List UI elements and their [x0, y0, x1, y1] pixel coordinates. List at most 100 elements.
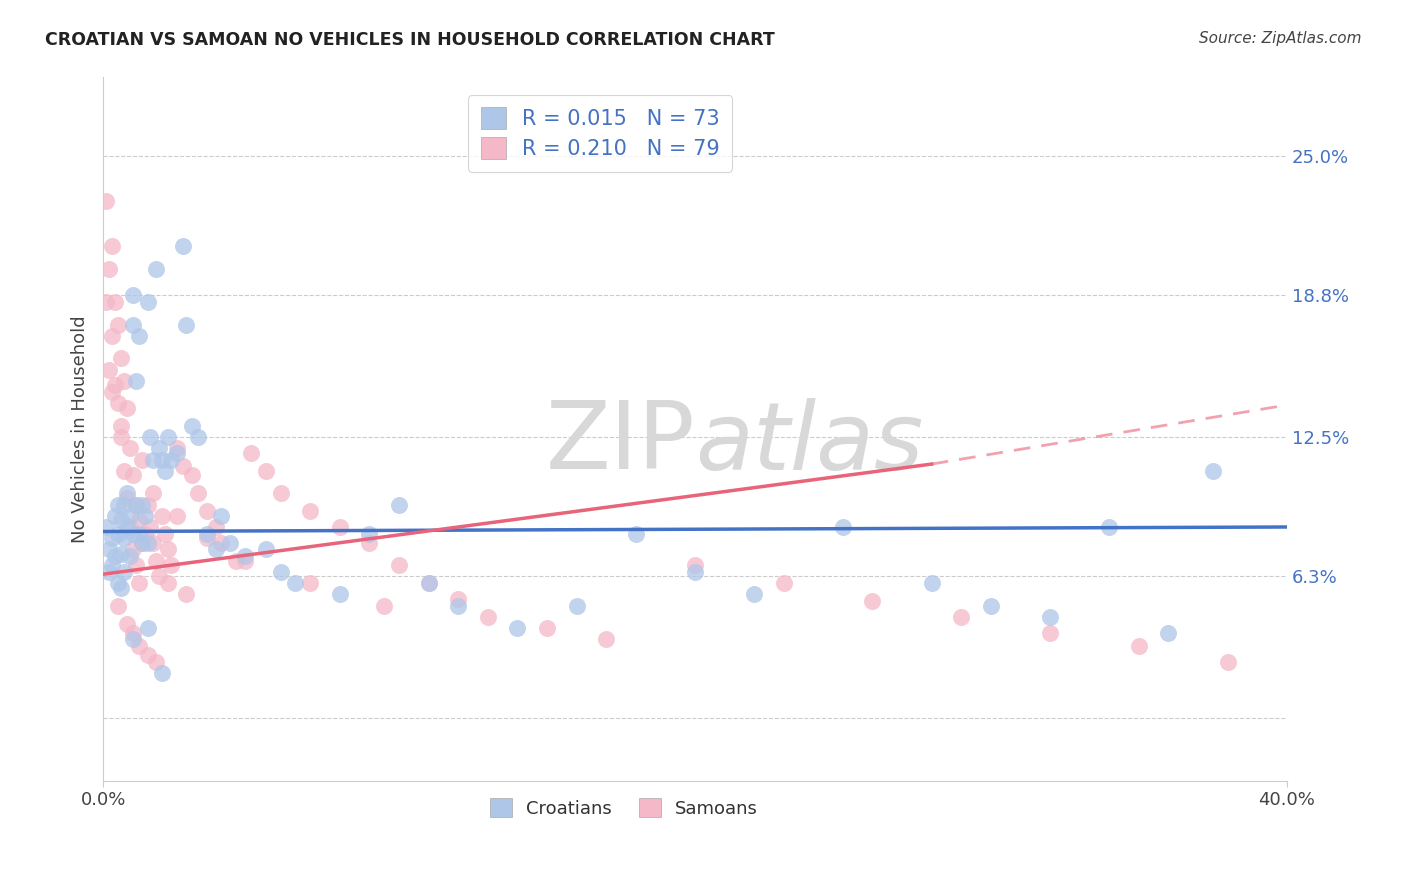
Point: [98, 565, 121, 579]
Point: [160, 558, 183, 573]
Point: [145, 261, 167, 276]
Point: [101, 531, 124, 545]
Point: [124, 498, 146, 512]
Point: [150, 508, 173, 523]
Point: [104, 378, 127, 392]
Point: [211, 508, 233, 523]
Point: [148, 442, 170, 456]
Point: [418, 576, 440, 591]
Point: [115, 401, 138, 415]
Point: [131, 535, 153, 549]
Point: [1216, 655, 1239, 669]
Point: [110, 547, 132, 561]
Point: [506, 621, 529, 635]
Point: [980, 599, 1002, 613]
Point: [128, 329, 150, 343]
Point: [174, 318, 197, 332]
Point: [157, 576, 180, 591]
Point: [299, 576, 322, 591]
Point: [683, 565, 706, 579]
Point: [862, 594, 884, 608]
Point: [742, 587, 765, 601]
Point: [121, 632, 143, 647]
Point: [94, 520, 117, 534]
Point: [1128, 639, 1150, 653]
Point: [101, 385, 124, 400]
Point: [128, 513, 150, 527]
Point: [115, 491, 138, 505]
Point: [683, 558, 706, 573]
Point: [112, 374, 135, 388]
Point: [157, 542, 180, 557]
Point: [187, 486, 209, 500]
Point: [121, 318, 143, 332]
Point: [121, 625, 143, 640]
Point: [174, 587, 197, 601]
Point: [565, 599, 588, 613]
Text: Source: ZipAtlas.com: Source: ZipAtlas.com: [1198, 31, 1361, 46]
Point: [121, 288, 143, 302]
Point: [118, 520, 141, 534]
Point: [104, 508, 127, 523]
Point: [115, 486, 138, 500]
Point: [180, 468, 202, 483]
Point: [112, 464, 135, 478]
Point: [145, 655, 167, 669]
Point: [107, 318, 129, 332]
Point: [136, 621, 159, 635]
Point: [94, 295, 117, 310]
Point: [110, 513, 132, 527]
Point: [204, 520, 226, 534]
Text: ZIP: ZIP: [546, 397, 695, 490]
Point: [950, 610, 973, 624]
Point: [118, 442, 141, 456]
Point: [595, 632, 617, 647]
Point: [195, 504, 218, 518]
Point: [94, 194, 117, 208]
Point: [150, 666, 173, 681]
Point: [134, 508, 156, 523]
Point: [233, 549, 256, 564]
Point: [772, 576, 794, 591]
Point: [142, 452, 165, 467]
Point: [1098, 520, 1121, 534]
Point: [98, 261, 121, 276]
Point: [160, 452, 183, 467]
Point: [447, 599, 470, 613]
Point: [270, 565, 292, 579]
Point: [131, 452, 153, 467]
Point: [104, 549, 127, 564]
Point: [131, 535, 153, 549]
Point: [107, 599, 129, 613]
Point: [1202, 464, 1225, 478]
Point: [128, 576, 150, 591]
Point: [373, 599, 395, 613]
Point: [254, 464, 277, 478]
Point: [145, 554, 167, 568]
Point: [1039, 625, 1062, 640]
Point: [233, 554, 256, 568]
Point: [172, 239, 194, 253]
Point: [101, 558, 124, 573]
Point: [157, 430, 180, 444]
Point: [1039, 610, 1062, 624]
Point: [118, 508, 141, 523]
Point: [104, 295, 127, 310]
Point: [142, 535, 165, 549]
Point: [477, 610, 499, 624]
Point: [284, 576, 307, 591]
Point: [115, 520, 138, 534]
Point: [624, 526, 647, 541]
Point: [225, 554, 247, 568]
Point: [418, 576, 440, 591]
Point: [121, 542, 143, 557]
Point: [150, 452, 173, 467]
Point: [134, 526, 156, 541]
Point: [112, 498, 135, 512]
Point: [128, 639, 150, 653]
Point: [219, 535, 242, 549]
Point: [329, 520, 352, 534]
Point: [136, 498, 159, 512]
Point: [112, 531, 135, 545]
Point: [299, 504, 322, 518]
